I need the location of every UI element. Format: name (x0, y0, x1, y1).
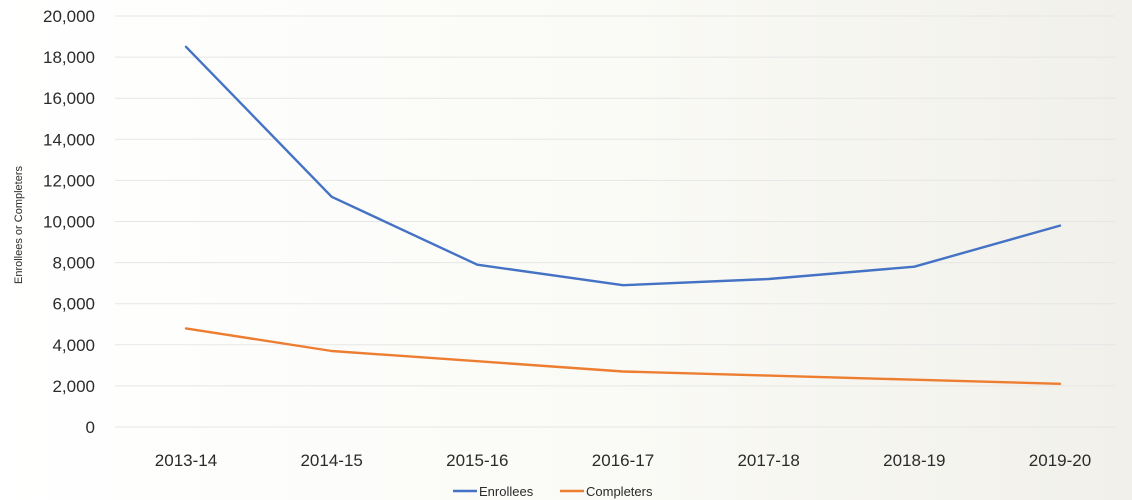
x-axis-ticks: 2013-14 2014-15 2015-16 2016-17 2017-18 2018-… (155, 451, 1091, 470)
legend-label: Completers (586, 484, 653, 499)
y-tick-label: 10,000 (43, 213, 95, 232)
y-tick-label: 6,000 (52, 295, 95, 314)
x-tick-label: 2019-20 (1029, 451, 1091, 470)
x-tick-label: 2015-16 (446, 451, 508, 470)
legend: Enrollees Completers (453, 484, 653, 499)
y-tick-label: 4,000 (52, 336, 95, 355)
legend-label: Enrollees (479, 484, 534, 499)
x-tick-label: 2017-18 (737, 451, 799, 470)
series-line-completers (184, 327, 1062, 385)
x-tick-label: 2018-19 (883, 451, 945, 470)
y-axis-ticks: 0 2,000 4,000 6,000 8,000 10,000 12,000 14,000 1… (43, 7, 95, 437)
y-tick-label: 18,000 (43, 48, 95, 67)
y-tick-label: 16,000 (43, 89, 95, 108)
y-tick-label: 2,000 (52, 377, 95, 396)
y-tick-label: 0 (86, 418, 95, 437)
gridlines (115, 15, 1115, 428)
x-tick-label: 2013-14 (155, 451, 217, 470)
x-tick-label: 2016-17 (592, 451, 654, 470)
x-tick-label: 2014-15 (300, 451, 362, 470)
series-lines (184, 45, 1062, 385)
y-axis-label: Enrollees or Completers (13, 166, 25, 284)
y-tick-label: 20,000 (43, 7, 95, 26)
y-tick-label: 8,000 (52, 254, 95, 273)
y-tick-label: 12,000 (43, 171, 95, 190)
series-line-enrollees (184, 45, 1062, 287)
y-tick-label: 14,000 (43, 130, 95, 149)
